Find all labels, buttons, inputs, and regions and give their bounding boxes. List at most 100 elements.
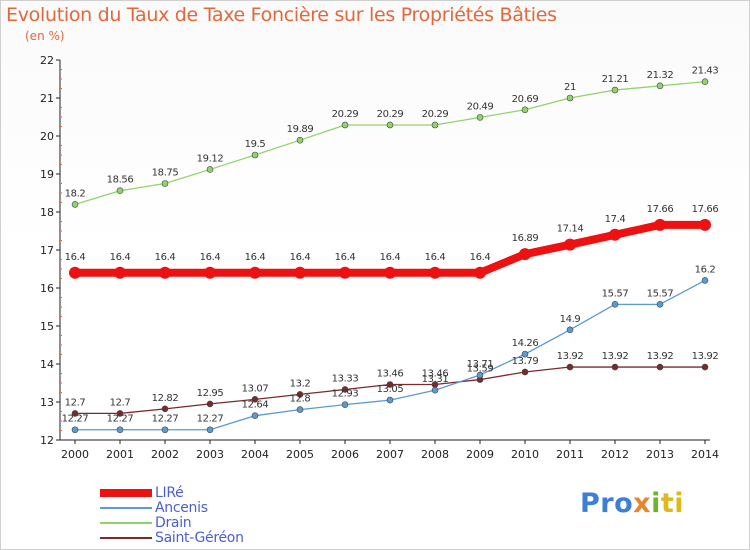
- data-point-ancenis: [656, 301, 664, 308]
- data-point-saint-gereon: [566, 363, 574, 371]
- data-point-lire: [429, 266, 441, 279]
- legend-swatch: [100, 522, 152, 524]
- data-label-drain: 19.12: [197, 153, 224, 164]
- data-point-drain: [116, 187, 124, 195]
- data-label-saint-gereon: 13.46: [377, 369, 404, 380]
- y-tick-label: 12: [40, 434, 54, 447]
- data-label-drain: 20.49: [467, 101, 494, 112]
- chart-title: Evolution du Taux de Taxe Foncière sur l…: [6, 4, 557, 26]
- data-label-ancenis: 12.27: [197, 414, 224, 425]
- proxiti-logo: Proxiti: [580, 488, 685, 519]
- x-tick-label: 2012: [601, 448, 629, 461]
- x-tick-label: 2007: [376, 448, 404, 461]
- data-label-drain: 20.69: [512, 94, 539, 105]
- data-point-ancenis: [431, 386, 439, 394]
- data-point-drain: [161, 180, 169, 187]
- legend-label: LIRé: [155, 485, 184, 501]
- data-label-lire: 16.4: [425, 252, 446, 263]
- data-point-saint-gereon: [341, 386, 349, 393]
- data-point-ancenis: [71, 426, 79, 434]
- data-point-ancenis: [206, 426, 214, 434]
- data-label-lire: 16.4: [155, 252, 176, 263]
- data-label-drain: 18.56: [107, 175, 134, 186]
- legend-swatch: [100, 489, 152, 497]
- data-label-lire: 16.4: [245, 252, 266, 263]
- legend-swatch: [100, 537, 152, 539]
- data-label-lire: 16.4: [470, 252, 491, 263]
- data-point-lire: [609, 228, 621, 241]
- data-point-lire: [564, 238, 576, 251]
- data-point-saint-gereon: [386, 381, 394, 388]
- data-label-lire: 17.14: [557, 224, 584, 235]
- data-point-lire: [339, 266, 351, 279]
- data-label-lire: 16.4: [290, 252, 311, 263]
- data-label-drain: 21.21: [602, 74, 629, 85]
- x-tick-label: 2006: [331, 448, 359, 461]
- data-point-drain: [341, 121, 349, 129]
- data-point-lire: [654, 218, 666, 231]
- x-tick-label: 2010: [511, 448, 539, 461]
- data-label-saint-gereon: 13.92: [647, 351, 674, 362]
- data-label-saint-gereon: 13.59: [467, 364, 494, 375]
- y-tick-label: 13: [40, 396, 54, 409]
- data-point-saint-gereon: [161, 405, 169, 413]
- x-tick-label: 2002: [151, 448, 179, 461]
- data-point-drain: [476, 114, 484, 121]
- data-label-lire: 17.4: [605, 214, 626, 225]
- data-label-drain: 19.5: [245, 139, 266, 150]
- x-tick-label: 2000: [61, 448, 89, 461]
- y-tick-label: 16: [40, 282, 54, 295]
- data-label-ancenis: 14.26: [512, 338, 539, 349]
- data-label-lire: 16.4: [200, 252, 221, 263]
- data-label-lire: 17.66: [647, 204, 674, 215]
- data-label-ancenis: 12.27: [62, 414, 89, 425]
- data-label-saint-gereon: 13.07: [242, 383, 269, 394]
- data-point-drain: [71, 201, 79, 208]
- data-label-ancenis: 12.64: [242, 400, 269, 411]
- data-point-ancenis: [701, 277, 709, 284]
- x-tick-label: 2005: [286, 448, 314, 461]
- data-label-drain: 18.75: [152, 168, 179, 179]
- data-point-lire: [699, 218, 711, 231]
- data-label-drain: 20.29: [377, 109, 404, 120]
- y-tick-label: 14: [40, 358, 54, 371]
- data-label-ancenis: 15.57: [647, 288, 674, 299]
- data-label-drain: 20.29: [332, 109, 359, 120]
- legend-label: Ancenis: [155, 500, 208, 516]
- data-label-ancenis: 12.27: [152, 414, 179, 425]
- data-label-saint-gereon: 13.92: [557, 351, 584, 362]
- data-point-lire: [204, 266, 216, 279]
- data-point-saint-gereon: [701, 363, 709, 371]
- legend-label: Drain: [155, 515, 192, 531]
- data-point-saint-gereon: [206, 400, 214, 408]
- data-label-saint-gereon: 13.92: [692, 351, 719, 362]
- x-tick-label: 2003: [196, 448, 224, 461]
- data-point-drain: [566, 94, 574, 102]
- data-label-lire: 16.4: [335, 252, 356, 263]
- x-tick-label: 2011: [556, 448, 584, 461]
- data-point-saint-gereon: [251, 396, 259, 403]
- data-label-lire: 17.66: [692, 204, 719, 215]
- x-tick-label: 2008: [421, 448, 449, 461]
- data-point-drain: [431, 121, 439, 129]
- y-tick-label: 21: [40, 92, 54, 105]
- data-point-saint-gereon: [656, 363, 664, 371]
- data-label-saint-gereon: 12.7: [65, 397, 86, 408]
- data-point-ancenis: [251, 412, 259, 419]
- data-label-ancenis: 12.8: [290, 394, 311, 405]
- data-point-saint-gereon: [611, 363, 619, 371]
- data-point-drain: [611, 86, 619, 94]
- data-label-lire: 16.4: [65, 252, 86, 263]
- data-point-ancenis: [566, 326, 574, 334]
- data-label-saint-gereon: 12.7: [110, 397, 131, 408]
- data-point-lire: [474, 266, 486, 279]
- series-line-drain: [74, 81, 706, 206]
- x-tick-label: 2014: [691, 448, 719, 461]
- data-point-ancenis: [116, 426, 124, 434]
- data-label-saint-gereon: 13.79: [512, 356, 539, 367]
- data-point-drain: [296, 136, 304, 144]
- y-tick-label: 20: [40, 130, 54, 143]
- y-tick-label: 15: [40, 320, 54, 333]
- data-label-saint-gereon: 13.46: [422, 369, 449, 380]
